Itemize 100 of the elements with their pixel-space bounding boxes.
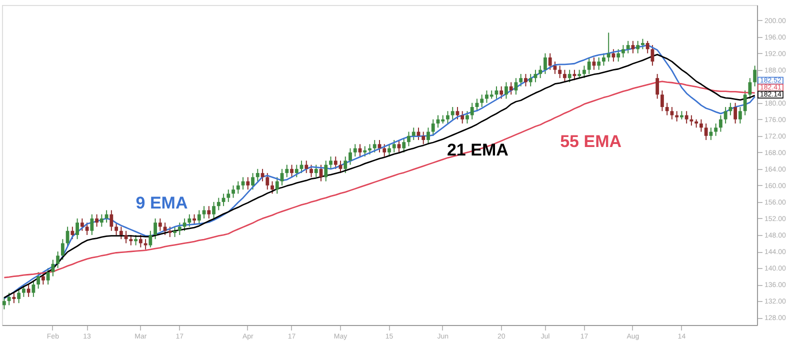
candlestick xyxy=(748,78,752,100)
candlestick xyxy=(144,238,148,250)
candlestick xyxy=(738,106,742,124)
candlestick xyxy=(699,118,703,132)
candlestick xyxy=(388,144,391,158)
candlestick xyxy=(714,123,718,136)
candlestick xyxy=(134,234,138,246)
candlestick xyxy=(509,82,513,96)
candlestick xyxy=(256,168,260,182)
candlestick xyxy=(602,52,606,66)
candlestick xyxy=(329,156,332,170)
candlestick xyxy=(66,226,70,248)
candlestick xyxy=(538,65,542,79)
candlestick xyxy=(690,114,694,126)
candlestick xyxy=(640,38,644,50)
candlestick xyxy=(280,168,284,186)
candlestick xyxy=(372,140,376,153)
candlestick xyxy=(104,210,108,224)
candlestick xyxy=(631,40,635,54)
series-label: 21 EMA xyxy=(446,140,508,160)
candlestick xyxy=(563,69,566,83)
candlestick xyxy=(266,172,270,190)
candlestick xyxy=(470,102,474,120)
candlestick xyxy=(2,296,6,310)
candlestick xyxy=(36,272,40,290)
candlestick xyxy=(422,131,426,145)
candlestick xyxy=(22,284,26,298)
candlestick xyxy=(207,206,211,219)
candlestick xyxy=(41,272,45,286)
candlestick xyxy=(348,148,352,166)
candlestick xyxy=(626,40,630,54)
candlestick xyxy=(148,230,152,248)
candlestick xyxy=(753,65,757,87)
candlestick xyxy=(246,176,250,190)
candlestick xyxy=(124,230,128,244)
series-label: 9 EMA xyxy=(136,194,188,213)
candlestick xyxy=(446,110,450,124)
candlestick xyxy=(450,106,454,120)
candlestick xyxy=(90,214,94,236)
candlestick xyxy=(597,56,601,70)
candlestick xyxy=(480,94,484,108)
candlestick xyxy=(275,176,279,194)
candlestick xyxy=(616,48,620,62)
candlestick xyxy=(704,123,708,141)
candlestick xyxy=(119,226,123,240)
candlestick xyxy=(168,226,172,238)
candlestick xyxy=(95,214,99,228)
candlestick xyxy=(344,156,348,174)
candlestick xyxy=(407,131,410,147)
candlestick xyxy=(684,110,688,124)
candlestick xyxy=(188,214,192,228)
candlestick xyxy=(650,44,654,66)
candlestick xyxy=(226,189,230,202)
candlestick xyxy=(163,222,167,236)
candlestick xyxy=(363,146,367,158)
candlestick xyxy=(310,164,313,178)
candlestick xyxy=(412,127,416,141)
candlestick xyxy=(304,160,308,174)
candlestick xyxy=(524,73,528,87)
candlestick xyxy=(734,102,738,124)
candlestick xyxy=(397,140,401,153)
candlestick xyxy=(368,144,372,155)
candlestick xyxy=(80,218,84,232)
candlestick xyxy=(514,78,518,96)
candlestick xyxy=(636,40,640,54)
candlestick xyxy=(743,90,747,116)
candlestick xyxy=(353,144,357,158)
candlestick xyxy=(500,86,504,100)
candlestick xyxy=(646,40,650,54)
candlestick xyxy=(587,56,591,74)
candlestick xyxy=(466,110,469,124)
candlestick xyxy=(382,144,386,158)
candlestick xyxy=(212,201,216,219)
candlestick xyxy=(553,61,557,74)
candlestick xyxy=(290,164,294,178)
candlestick xyxy=(7,292,11,306)
candlestick xyxy=(431,118,435,136)
candlestick xyxy=(519,73,523,87)
candlestick xyxy=(100,214,104,228)
candlestick xyxy=(192,214,196,226)
candlestick xyxy=(60,238,64,260)
candlestick xyxy=(232,184,235,198)
candlestick xyxy=(70,226,74,240)
candlestick xyxy=(294,164,298,178)
candlestick xyxy=(197,210,201,226)
candlestick xyxy=(402,137,406,153)
candlestick xyxy=(606,32,610,62)
candlestick xyxy=(660,90,664,112)
candlestick xyxy=(728,102,732,116)
candlestick xyxy=(12,292,16,304)
candlestick xyxy=(251,172,254,190)
candlestick xyxy=(460,110,464,124)
candlestick xyxy=(270,180,274,194)
candlestick xyxy=(528,73,532,87)
candlestick xyxy=(709,127,713,141)
candlestick xyxy=(622,44,625,58)
candlestick xyxy=(32,280,36,298)
candlestick xyxy=(46,268,50,286)
candlestick xyxy=(202,206,206,219)
candlestick xyxy=(504,82,508,100)
